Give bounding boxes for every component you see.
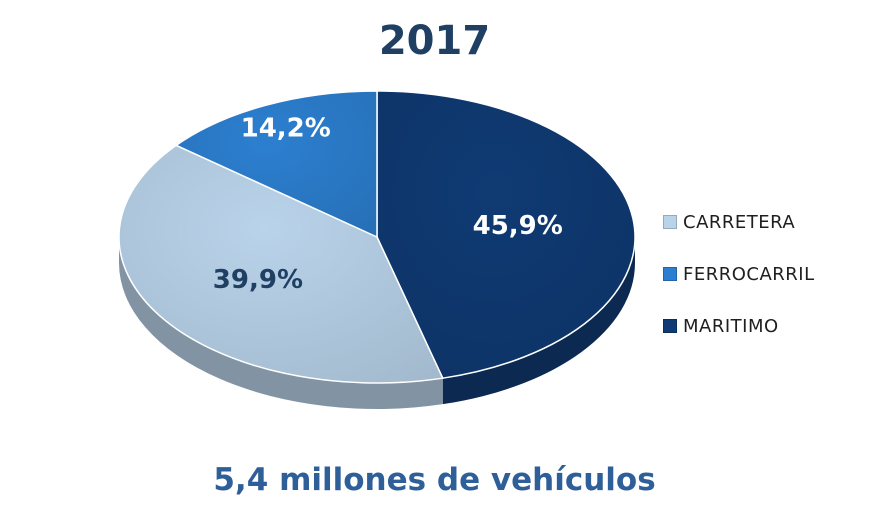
pie-slice-carretera — [118, 144, 444, 384]
pie-side-maritimo — [442, 237, 635, 405]
legend-swatch-ferrocarril — [663, 267, 677, 281]
legend-item-carretera: CARRETERA — [663, 196, 863, 248]
legend-swatch-carretera — [663, 215, 677, 229]
legend-swatch-maritimo — [663, 319, 677, 333]
legend-item-maritimo: MARITIMO — [663, 300, 863, 352]
data-label-maritimo: 45,9% — [473, 211, 563, 241]
legend-label-ferrocarril: FERROCARRIL — [683, 263, 815, 285]
chart-title: 2017 — [378, 18, 491, 64]
pie-side-carretera — [119, 237, 443, 409]
legend-label-carretera: CARRETERA — [683, 211, 796, 233]
data-label-carretera: 39,9% — [213, 265, 303, 295]
pie-slice-ferrocarril — [174, 90, 378, 239]
legend-item-ferrocarril: FERROCARRIL — [663, 248, 863, 300]
legend-label-maritimo: MARITIMO — [683, 315, 779, 337]
data-label-ferrocarril: 14,2% — [241, 113, 331, 143]
pie-slice-maritimo — [376, 90, 636, 380]
legend: CARRETERA FERROCARRIL MARITIMO — [663, 196, 863, 352]
chart-subtitle: 5,4 millones de vehículos — [213, 462, 656, 498]
